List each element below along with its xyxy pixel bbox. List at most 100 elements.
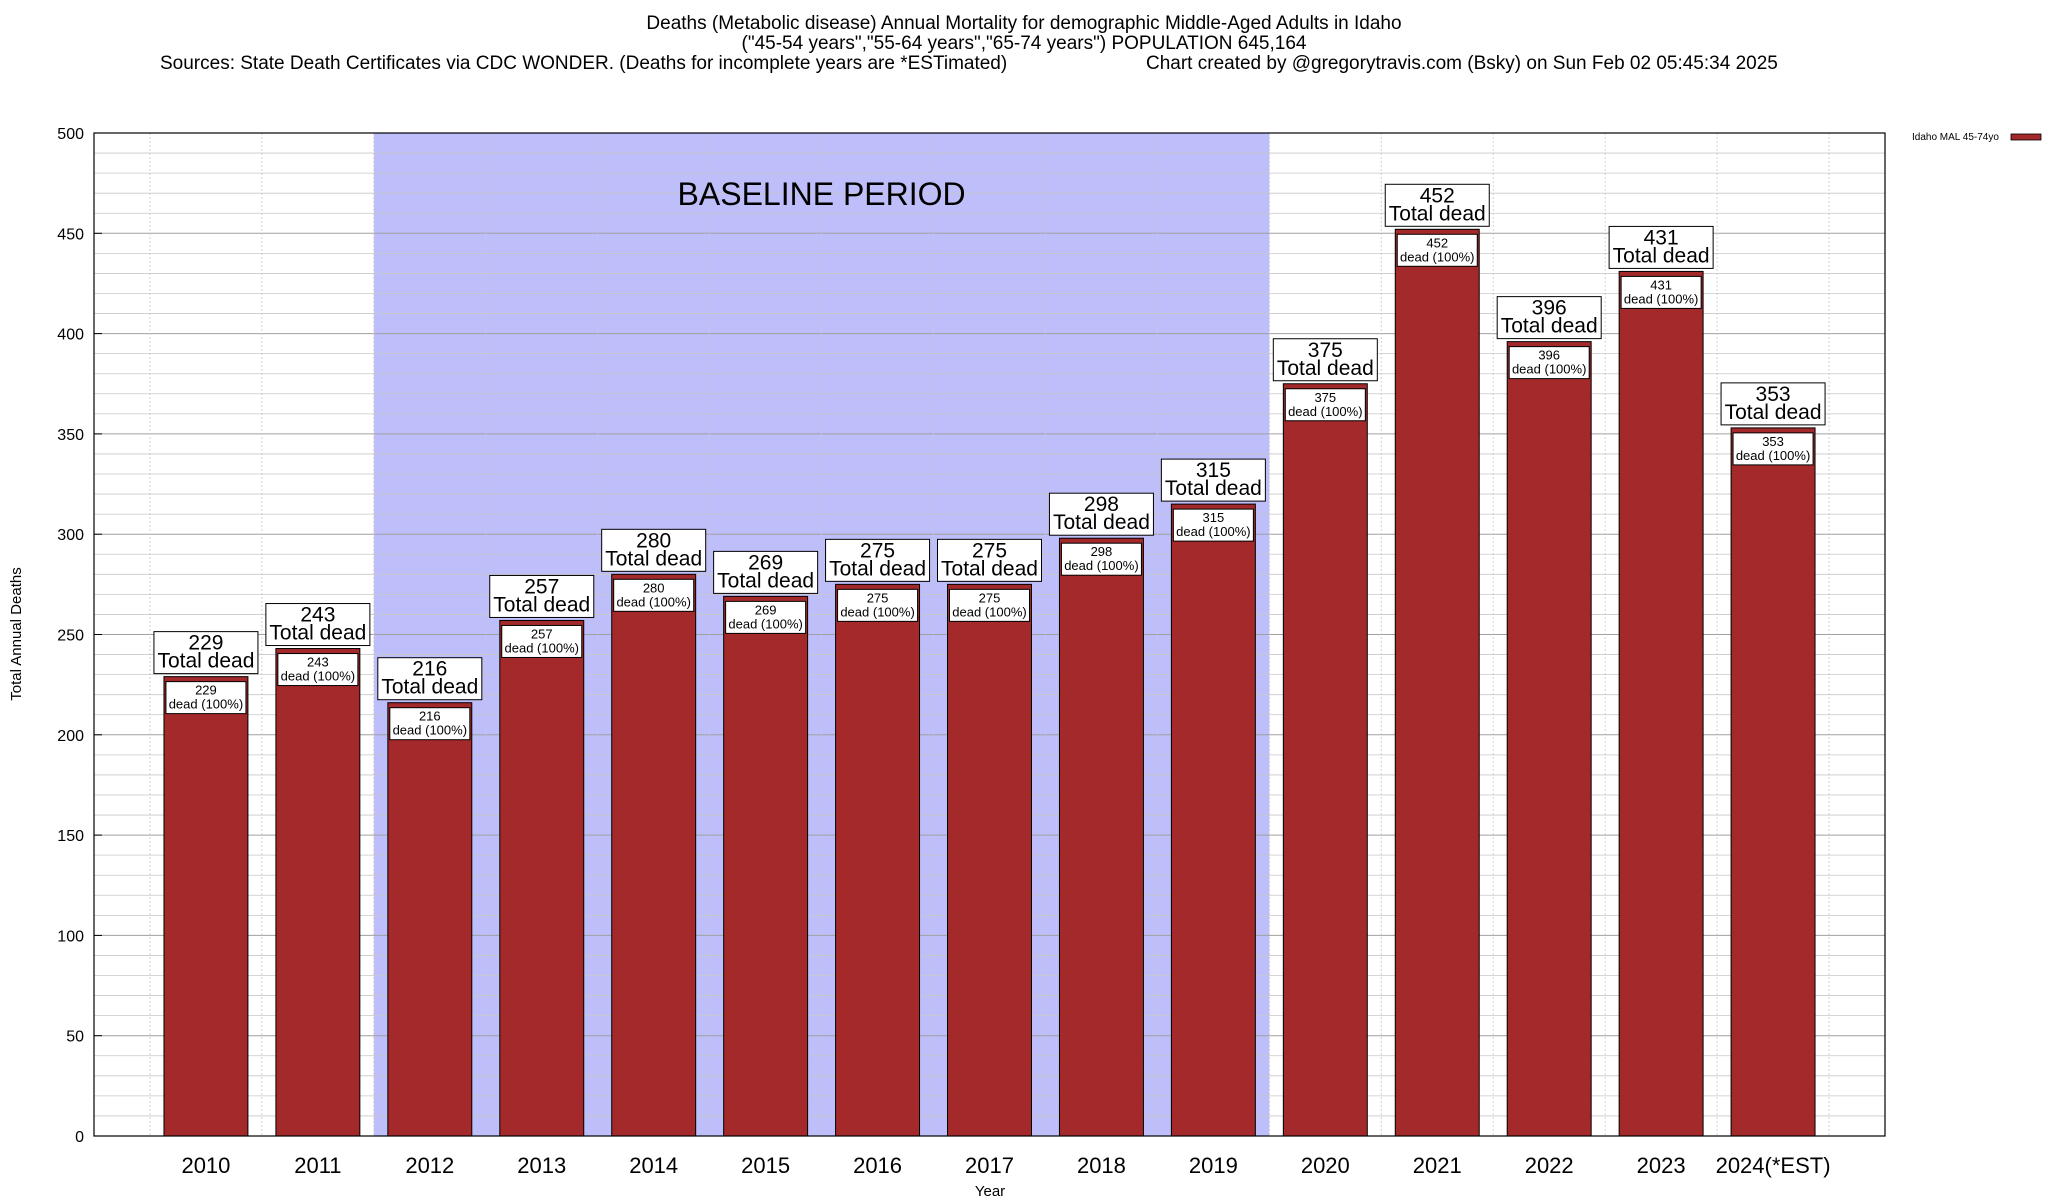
bar-value-small-suffix: dead (100%)	[1624, 291, 1698, 306]
bar-value-box-small	[1172, 508, 1254, 542]
bar	[1506, 341, 1592, 1137]
bar	[1394, 228, 1480, 1137]
bar-value-box-large	[1384, 183, 1490, 227]
baseline-band-label: BASELINE PERIOD	[678, 176, 966, 212]
bar	[1170, 503, 1256, 1137]
bar-value-large: 269	[748, 551, 783, 574]
bar-value-small-suffix: dead (100%)	[1736, 448, 1810, 463]
plot-frame	[93, 132, 1886, 1137]
bar-value-small: 315	[1203, 510, 1225, 525]
x-tick-label: 2024(*EST)	[1716, 1153, 1831, 1178]
bar-value-large-suffix: Total dead	[1501, 315, 1598, 338]
y-tick-label: 100	[57, 928, 84, 945]
bar-value-box-small	[165, 681, 247, 715]
bar	[499, 619, 585, 1137]
bar-value-large: 275	[860, 539, 895, 562]
x-axis-title: Year	[975, 1183, 1005, 1200]
y-tick-label: 150	[57, 828, 84, 845]
bar-value-small: 269	[755, 602, 777, 617]
bar-value-box-small	[501, 624, 583, 658]
bar-value-box-large	[937, 538, 1042, 582]
bar-value-large: 229	[188, 632, 223, 655]
bar-value-box-large	[825, 538, 931, 582]
bar-value-large-suffix: Total dead	[269, 622, 366, 645]
bar-value-small-suffix: dead (100%)	[505, 640, 579, 655]
bar-value-small: 353	[1762, 434, 1784, 449]
bar-value-small-suffix: dead (100%)	[1400, 249, 1474, 264]
bar-value-large: 375	[1308, 339, 1343, 362]
x-tick-label: 2015	[741, 1153, 790, 1178]
bar	[1730, 427, 1816, 1137]
bar-value-large-suffix: Total dead	[381, 676, 478, 699]
bar-value-small-suffix: dead (100%)	[616, 594, 690, 609]
bar-value-large: 315	[1196, 459, 1231, 482]
y-tick-label: 450	[57, 226, 84, 243]
bar-value-small-suffix: dead (100%)	[1288, 404, 1362, 419]
y-tick-label: 350	[57, 427, 84, 444]
x-tick-label: 2011	[294, 1153, 341, 1178]
bar-value-small: 243	[307, 655, 329, 670]
bar-value-small: 452	[1426, 235, 1448, 250]
bar-value-box-large	[265, 603, 371, 647]
bar-value-box-small	[949, 588, 1030, 622]
bar-value-box-small	[1620, 275, 1702, 309]
bar	[275, 648, 361, 1137]
x-tick-label: 2010	[181, 1153, 230, 1178]
bar-value-box-small	[1284, 388, 1366, 422]
bar-value-box-large	[377, 657, 483, 701]
bar-value-box-large	[1048, 492, 1154, 536]
bar-value-small: 216	[419, 709, 441, 724]
bar-value-large-suffix: Total dead	[1613, 244, 1710, 267]
chart-title-block: Deaths (Metabolic disease) Annual Mortal…	[0, 14, 2048, 74]
bar-value-box-small	[1060, 542, 1142, 576]
bar	[947, 583, 1032, 1137]
y-tick-label: 250	[57, 628, 84, 645]
bar-value-small-suffix: dead (100%)	[728, 616, 802, 631]
bar-value-large-suffix: Total dead	[941, 557, 1038, 580]
bar-value-small-suffix: dead (100%)	[393, 723, 467, 738]
chart-sources-note: Sources: State Death Certificates via CD…	[160, 53, 1008, 74]
bar-value-large: 280	[636, 529, 671, 552]
bar-value-large: 396	[1532, 297, 1567, 320]
bar-value-small: 396	[1538, 348, 1560, 363]
bar-value-large-suffix: Total dead	[157, 650, 254, 673]
bar	[163, 676, 249, 1137]
bar-value-small-suffix: dead (100%)	[952, 604, 1026, 619]
bar-value-large: 452	[1420, 184, 1455, 207]
x-tick-label: 2022	[1525, 1153, 1574, 1178]
x-tick-label: 2012	[405, 1153, 454, 1178]
bar-value-large-suffix: Total dead	[605, 547, 702, 570]
y-tick-label: 50	[66, 1029, 84, 1046]
bar	[1058, 537, 1144, 1137]
bar-value-large: 353	[1756, 383, 1791, 406]
bar-value-box-small	[1396, 233, 1478, 267]
bar-value-box-small	[1732, 432, 1814, 466]
x-tick-label: 2013	[517, 1153, 566, 1178]
bar-value-small: 375	[1314, 390, 1336, 405]
bar-value-large-suffix: Total dead	[717, 569, 814, 592]
chart-title-line1: Deaths (Metabolic disease) Annual Mortal…	[646, 13, 1402, 34]
bar-value-box-small	[837, 588, 919, 622]
y-axis-title: Total Annual Deaths	[8, 567, 25, 700]
bar-value-large-suffix: Total dead	[829, 557, 926, 580]
x-tick-label: 2019	[1189, 1153, 1238, 1178]
bar-value-box-small	[389, 707, 471, 741]
bar-value-box-large	[1720, 382, 1826, 426]
bar-value-small-suffix: dead (100%)	[1176, 524, 1250, 539]
bar	[835, 583, 921, 1137]
bar-value-small: 275	[979, 590, 1001, 605]
x-tick-label: 2014	[629, 1153, 678, 1178]
legend-swatch	[2010, 133, 2042, 141]
bar-value-small: 298	[1091, 544, 1113, 559]
y-tick-label: 500	[57, 126, 84, 143]
bar-value-large: 275	[972, 539, 1007, 562]
bar-value-box-large	[1160, 458, 1266, 502]
bar-value-small: 257	[531, 626, 553, 641]
x-tick-label: 2020	[1301, 1153, 1350, 1178]
x-tick-label: 2023	[1637, 1153, 1686, 1178]
bar-value-small-suffix: dead (100%)	[1064, 558, 1138, 573]
bar-value-large: 243	[300, 604, 335, 627]
bar-value-small: 275	[867, 590, 889, 605]
bar-value-box-small	[1508, 346, 1590, 380]
bar-value-small-suffix: dead (100%)	[840, 604, 914, 619]
